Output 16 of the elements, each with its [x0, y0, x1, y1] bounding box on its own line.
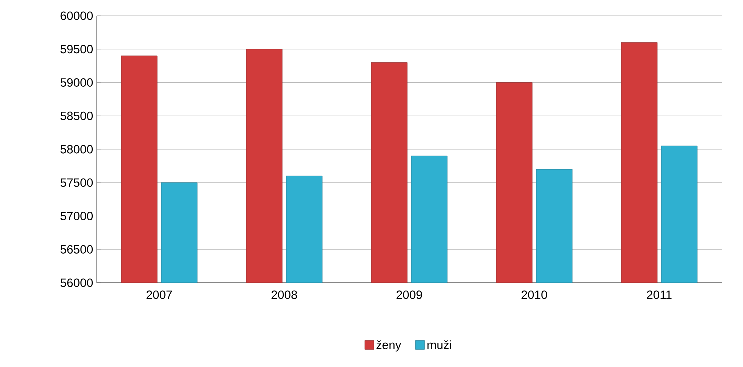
x-tick-label: 2009 — [396, 290, 422, 300]
y-tick-label: 59500 — [60, 45, 94, 54]
y-tick-label: 58500 — [60, 112, 94, 120]
y-tick-label: 59000 — [60, 78, 94, 87]
x-tick-label: 2010 — [522, 290, 548, 300]
y-tick-label: 57000 — [60, 212, 94, 220]
x-tick-label: 2011 — [647, 290, 672, 300]
x-tick-label: 2008 — [272, 290, 298, 300]
y-tick-label: 56000 — [60, 278, 94, 288]
y-tick-label: 58000 — [60, 145, 94, 154]
y-tick-label: 60000 — [60, 12, 94, 20]
legend-label: ženy — [376, 340, 402, 352]
x-tick-label: 2007 — [146, 290, 172, 300]
legend-label: muži — [428, 340, 452, 350]
y-tick-label: 56500 — [60, 245, 94, 254]
y-tick-label: 57500 — [60, 178, 94, 188]
